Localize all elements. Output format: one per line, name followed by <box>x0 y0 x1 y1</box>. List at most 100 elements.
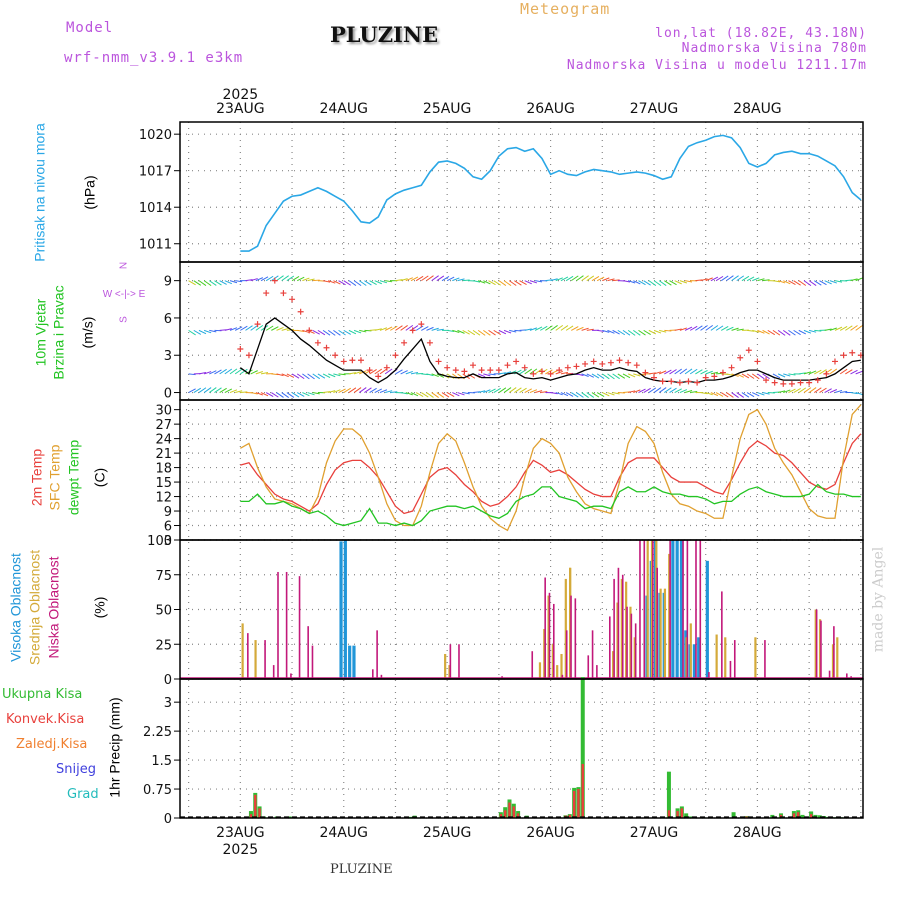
wind-arrow <box>736 275 745 282</box>
wind-arrow <box>591 275 600 282</box>
precip-total-bar <box>688 816 693 818</box>
wind-arrow <box>302 329 310 334</box>
wind-arrow <box>343 387 352 393</box>
wind-arrow <box>534 368 543 375</box>
wind-arrow <box>281 392 289 398</box>
cloud-low-bar <box>656 567 659 679</box>
wind-arrow <box>379 327 388 331</box>
wind-arrow <box>560 392 569 397</box>
wind-arrow <box>674 328 682 331</box>
cloud-low-bar <box>764 640 766 679</box>
wind-arrow <box>348 372 357 375</box>
wind-arrow <box>607 373 615 380</box>
cloud-low-bar <box>846 673 848 679</box>
wind-arrow <box>193 280 202 286</box>
wind-gust-marker <box>642 369 649 376</box>
wind-arrow <box>602 392 610 397</box>
wind-gust-marker <box>495 367 502 374</box>
wind-gust-marker <box>435 358 442 365</box>
wind-gust-marker <box>297 308 304 315</box>
wind-arrow <box>720 275 729 282</box>
wind-gust-marker <box>513 358 520 365</box>
wind-arrow <box>643 329 651 336</box>
wind-arrow <box>855 277 863 282</box>
wind-arrow <box>809 329 817 333</box>
cloud-low-bar <box>544 577 546 679</box>
wind-arrow <box>250 325 258 331</box>
precip-conv-bar <box>516 813 520 818</box>
wind-arrow <box>524 328 532 331</box>
wind-arrow <box>700 392 708 395</box>
cloud-low-bar <box>613 578 615 679</box>
wind-arrow <box>669 280 677 286</box>
cloud-mid-bar <box>625 581 628 679</box>
year-label-bottom: 2025 <box>223 842 259 858</box>
pressure-axis-tick-label: 1020 <box>139 128 172 143</box>
wind-arrow <box>286 275 295 282</box>
wind-arrow <box>602 277 610 282</box>
wind-arrow <box>462 392 470 395</box>
wind-arrow <box>426 392 434 398</box>
wind-arrow <box>653 387 662 393</box>
wind-arrow <box>348 329 357 335</box>
wind-arrow <box>534 390 543 394</box>
date-tick-bottom: 24AUG <box>319 825 368 841</box>
wind-arrow <box>793 329 801 336</box>
wind-arrow <box>627 329 636 336</box>
wind-arrow <box>834 326 843 331</box>
cloud-mid-bar <box>254 640 257 679</box>
wind-arrow <box>747 329 755 332</box>
wind-arrow <box>493 280 501 286</box>
page-title: PLUZINE <box>330 22 439 47</box>
wind-arrow <box>777 390 786 394</box>
wind-arrow <box>638 388 646 393</box>
wind-arrow <box>209 280 217 286</box>
wind-arrow <box>296 392 305 397</box>
wind-arrow <box>715 392 724 397</box>
wind-gust-marker <box>719 369 726 376</box>
wind-arrow <box>328 373 336 378</box>
wind-arrow <box>840 390 848 394</box>
cloud-mid-bar <box>633 637 636 679</box>
wind-arrow <box>602 329 610 333</box>
wind-arrow <box>297 329 305 333</box>
wind-arrow <box>560 371 569 375</box>
cloud-low-bar <box>449 644 452 679</box>
date-tick-top: 25AUG <box>423 101 472 117</box>
wind-gust-marker <box>426 339 433 346</box>
wind-arrow <box>322 329 331 336</box>
precip-total-bar <box>731 812 736 818</box>
precip-axis-tick-label: 1.5 <box>151 754 172 769</box>
wind-arrow <box>224 280 233 285</box>
precip-conv-bar <box>258 808 261 818</box>
wind-gust-marker <box>814 377 821 384</box>
date-tick-bottom: 27AUG <box>630 825 679 841</box>
wind-gust-marker <box>625 359 632 366</box>
wind-arrow <box>333 329 341 336</box>
wind-arrow <box>209 370 217 375</box>
cloud-high-bar <box>348 645 352 679</box>
wind-arrow <box>312 329 320 335</box>
cloud-mid-bar <box>543 628 546 679</box>
wind-arrow <box>219 387 227 393</box>
wind-arrow <box>643 387 651 393</box>
wind-arrow <box>669 387 677 393</box>
wind-arrow <box>550 278 558 282</box>
wind-arrow <box>700 278 708 282</box>
wind-arrow <box>814 280 822 286</box>
wind-gust-marker <box>694 379 701 386</box>
cloud-low-bar <box>458 644 460 679</box>
wind-arrow <box>477 373 486 378</box>
wind-arrow <box>607 278 615 282</box>
wind-arrow <box>390 325 398 331</box>
cloud-low-bar <box>643 540 646 679</box>
wind-arrow <box>312 373 321 380</box>
cloud-low-bar <box>686 540 689 679</box>
precip-total-bar <box>287 816 292 818</box>
model-label: Model <box>66 20 114 36</box>
wind-arrow <box>188 388 196 393</box>
cloud-low-bar <box>264 640 266 679</box>
wind-arrow <box>819 387 827 393</box>
wind-arrow <box>250 392 258 395</box>
wind-arrow <box>550 392 558 395</box>
